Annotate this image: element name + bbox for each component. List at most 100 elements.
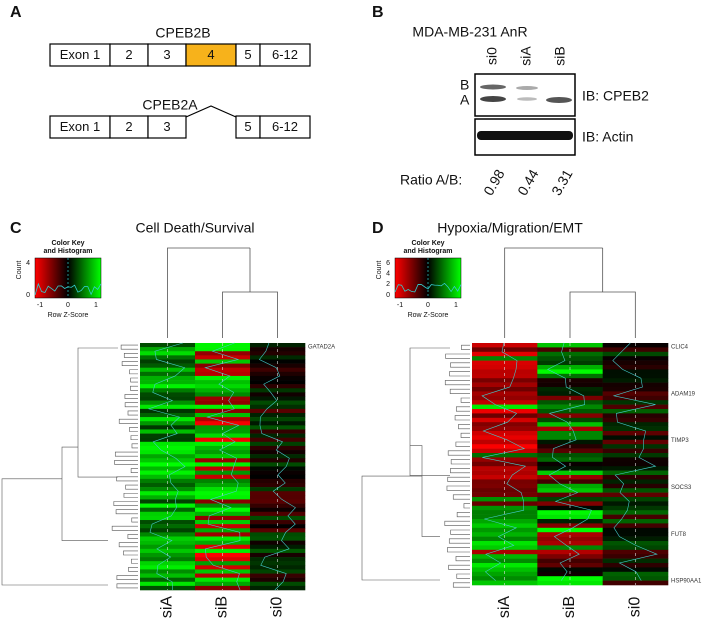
isoform-name: CPEB2B: [155, 25, 210, 41]
heatmap-cell: [195, 561, 251, 566]
key-ylabel: Count: [16, 261, 23, 280]
band: [516, 86, 538, 90]
heatmap-cell: [537, 488, 603, 493]
heatmap-cell: [602, 373, 669, 379]
heatmap-cell: [195, 404, 251, 410]
row-label: GATAD2A: [308, 345, 335, 351]
row-label: CLIC4: [671, 345, 689, 351]
heatmap-cell: [472, 417, 538, 423]
ratio-label: Ratio A/B:: [400, 172, 462, 188]
heatmap-cell: [140, 466, 196, 471]
heatmap-cell: [602, 369, 669, 375]
heatmap-cell: [472, 351, 538, 357]
heatmap-cell: [472, 382, 538, 388]
heatmap-cell: [537, 400, 603, 405]
exon-label: 6-12: [272, 47, 298, 62]
isoform-name: CPEB2A: [142, 97, 198, 113]
heatmap-cell: [472, 448, 538, 454]
key-xtick: 0: [426, 302, 430, 309]
heatmap-cell: [140, 388, 196, 393]
heatmap-cell: [472, 571, 538, 577]
heatmap-cell: [537, 373, 603, 379]
column-label: siA: [159, 596, 176, 619]
heatmap-cell: [537, 580, 603, 586]
heatmap-title: Cell Death/Survival: [135, 220, 254, 236]
heatmap-cell: [140, 404, 196, 410]
heatmap-cell: [195, 573, 251, 578]
key-ytick: 4: [386, 271, 390, 278]
exon-label: 5: [244, 47, 251, 62]
heatmap-cell: [140, 548, 196, 554]
heatmap-cell: [250, 573, 306, 578]
heatmap-cell: [195, 524, 251, 529]
heatmap-cell: [472, 422, 538, 427]
heatmap-cell: [472, 387, 538, 392]
isoform-diagrams: CPEB2B Exon 1 2 3 4 5 6-12 CPEB2A Exon 1 2 3 5 6-12: [49, 25, 311, 139]
heatmap-cell: [195, 507, 251, 513]
exon-label: Exon 1: [60, 119, 100, 134]
lane-label: siA: [518, 46, 534, 66]
row-trace: [547, 342, 592, 581]
band: [546, 97, 572, 103]
heatmap-cell: [472, 580, 538, 586]
key-xtick: -1: [37, 302, 43, 309]
heatmap-cell: [140, 544, 196, 550]
heatmap-cell: [602, 519, 669, 524]
heatmap-cell: [140, 536, 196, 541]
column-dendrogram: [504, 247, 636, 338]
antibody-label: IB: Actin: [582, 129, 633, 145]
heatmap-cell: [472, 453, 538, 458]
heatmap-cell: [195, 495, 251, 500]
heatmap-cell: [537, 448, 603, 454]
heatmap-cell: [140, 470, 196, 476]
heatmap-cell: [537, 382, 603, 388]
exon-label: 5: [244, 119, 251, 134]
heatmap-cell: [250, 585, 306, 591]
key-ytick: 4: [26, 260, 30, 267]
heatmap-cell: [250, 507, 306, 513]
heatmap-cell: [250, 404, 306, 410]
ratio-value: 0.44: [514, 166, 542, 198]
row-trace: [258, 342, 296, 591]
heatmap-cell: [195, 458, 251, 463]
heatmap-cell: [472, 536, 538, 542]
heatmap-cell: [537, 417, 603, 423]
exon-box: [147, 115, 187, 139]
heatmap-cell: [602, 453, 669, 458]
heatmap-cell: [537, 387, 603, 392]
key-ytick: 6: [386, 260, 390, 267]
band-label: B: [460, 77, 469, 93]
heatmap-cell: [602, 435, 669, 441]
heatmap-cell: [472, 554, 538, 559]
heatmap-cell: [537, 567, 603, 573]
band: [480, 84, 506, 90]
heatmap-cell: [140, 495, 196, 500]
heatmap-cell: [472, 466, 538, 471]
column-label: si0: [627, 597, 644, 618]
heatmap-cell: [537, 532, 603, 537]
heatmap-cell: [250, 561, 306, 566]
heatmap-cell: [602, 400, 669, 405]
lane-label: siB: [552, 46, 568, 65]
heatmap-cell: [602, 404, 669, 410]
heatmap-cell: [140, 520, 196, 525]
heatmap-cell: [472, 369, 538, 375]
key-xtick: 1: [454, 302, 458, 309]
exon-label: Exon 1: [60, 47, 100, 62]
heatmap-cell: [250, 417, 306, 422]
heatmap-cell: [602, 580, 669, 586]
heatmap-cell: [250, 454, 306, 459]
heatmap-cell: [537, 435, 603, 441]
heatmap-cell: [250, 532, 306, 537]
column-dendrogram: [167, 247, 278, 338]
heatmap-cell: [472, 488, 538, 493]
column-label: si0: [269, 597, 286, 618]
heatmap-cell: [140, 482, 196, 488]
heatmap-cell: [250, 524, 306, 529]
key-ylabel: Count: [376, 261, 383, 280]
exon-label: 4: [207, 47, 214, 62]
heatmap-cell: [195, 482, 251, 488]
heatmap-cell: [140, 392, 196, 397]
row-dendrogram: [361, 344, 470, 588]
heatmap-cell: [537, 466, 603, 471]
